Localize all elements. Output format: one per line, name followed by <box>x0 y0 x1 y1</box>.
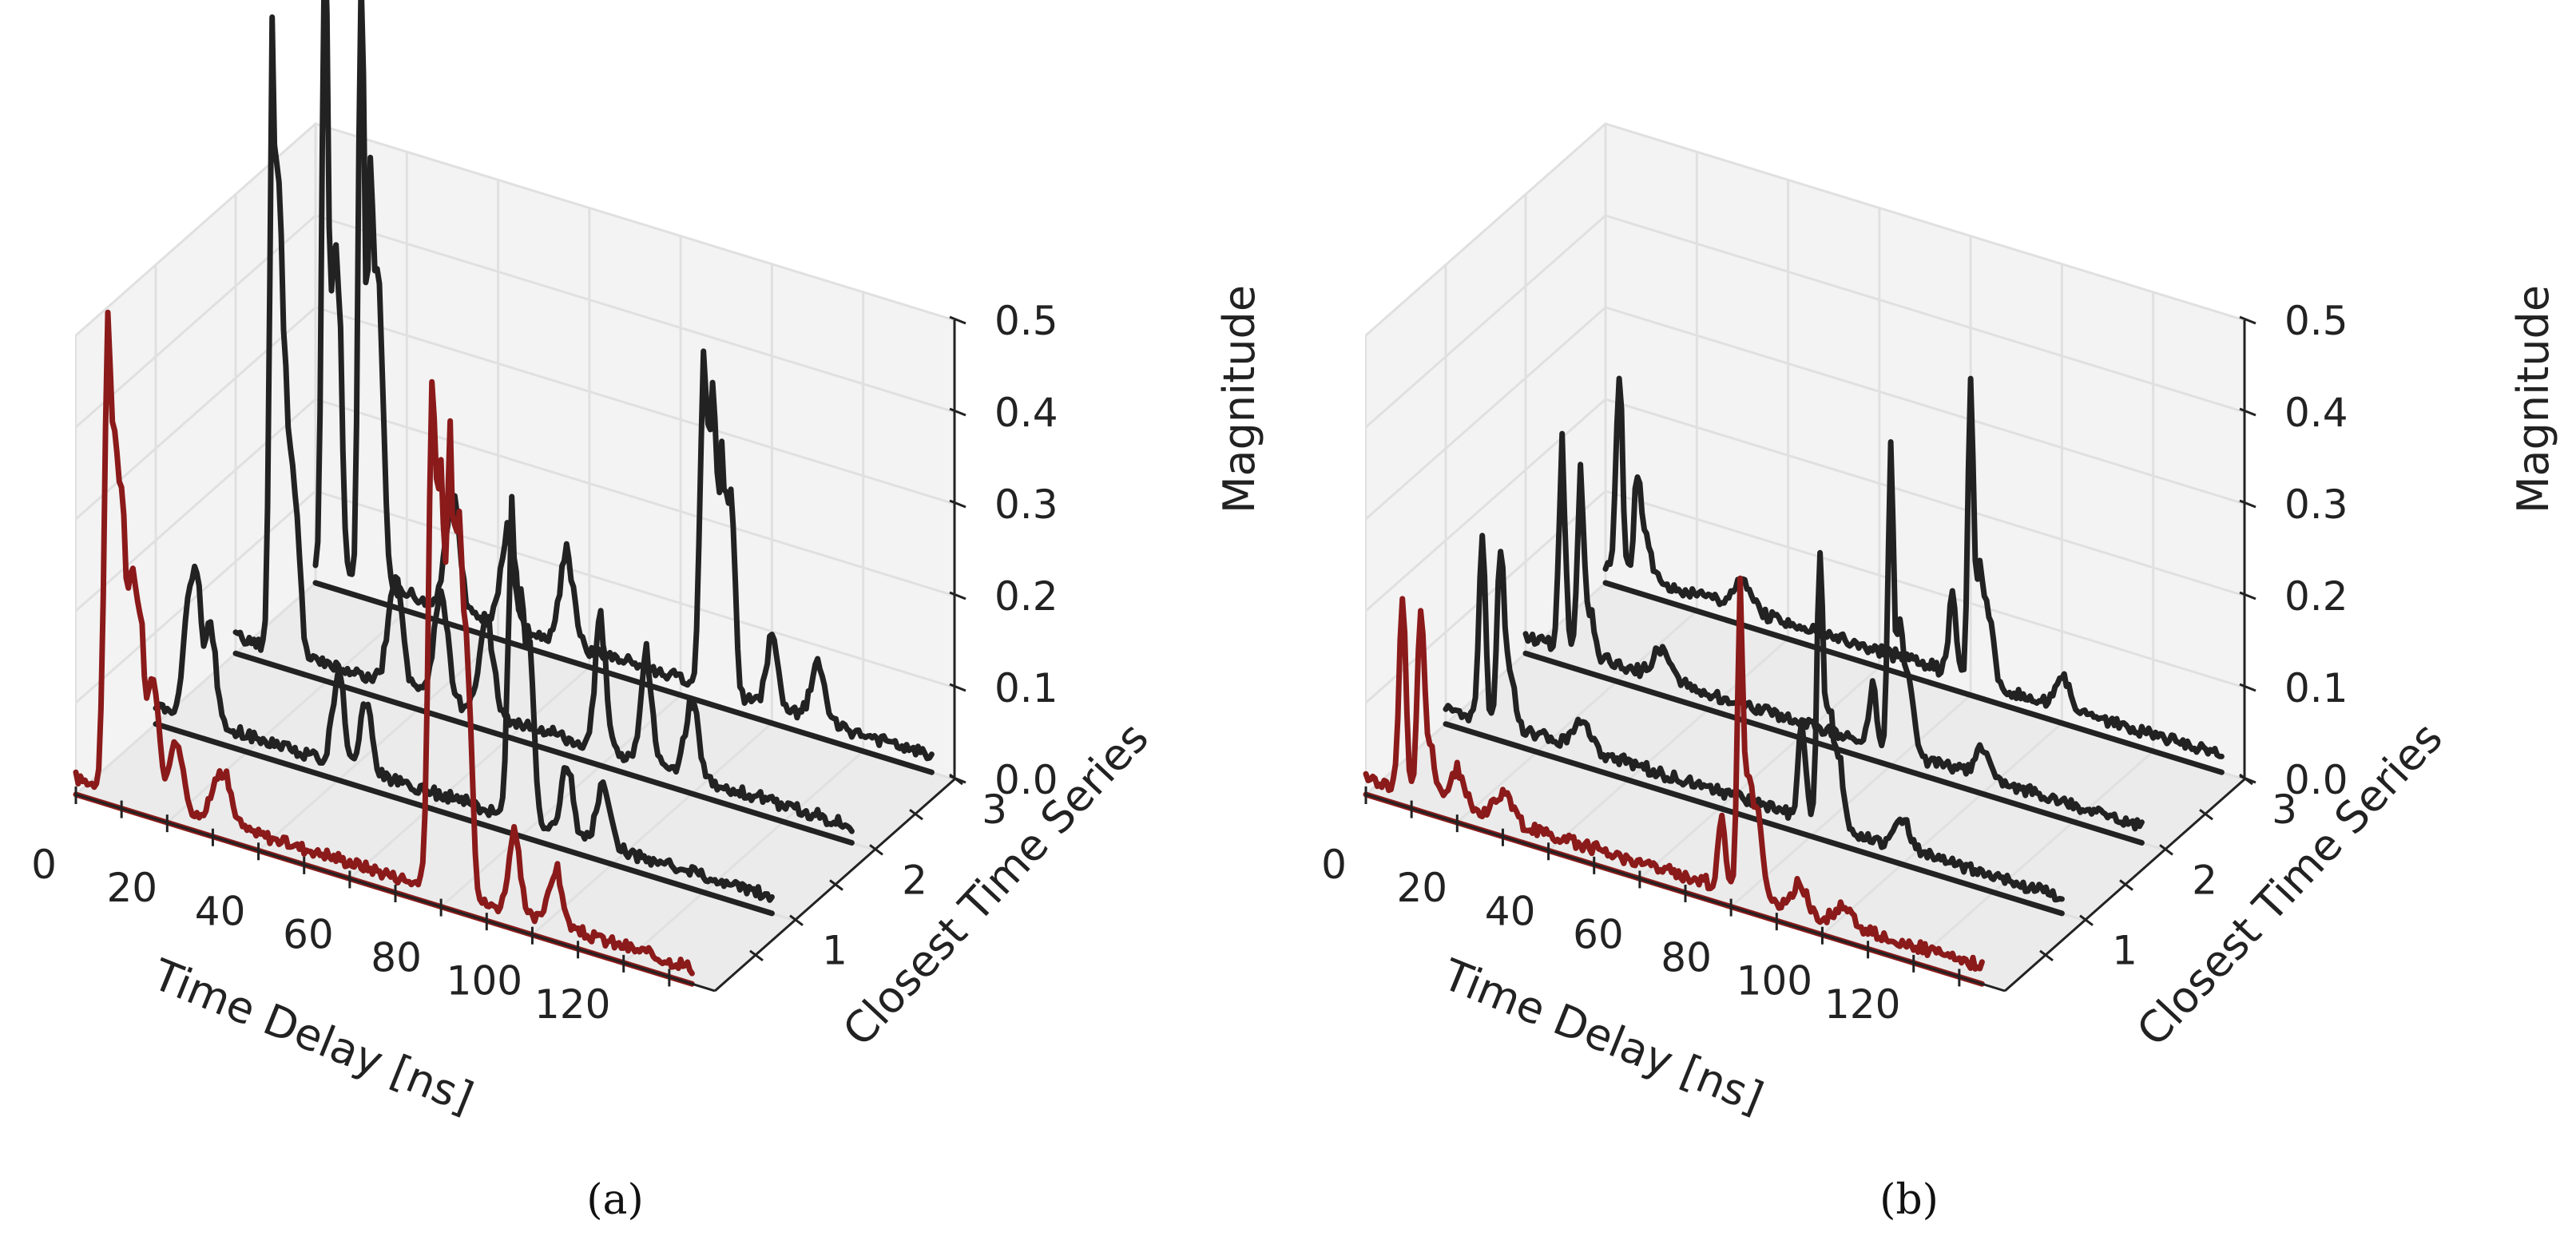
panel-b-z-ticks: 0.0 0.1 0.2 0.3 0.4 0.5 <box>2284 298 2348 803</box>
panel-a: 0 20 40 60 80 100 120 1 2 3 0.0 0.1 0.2 … <box>31 0 1264 1224</box>
panel-b-x-ticks: 0 20 40 60 80 100 120 <box>1321 842 1900 1028</box>
grid-line-z <box>75 489 955 704</box>
grid-line-z <box>1365 489 2245 704</box>
panel-a-y-tick-label: 2 <box>902 857 927 903</box>
series-baseline-closest-3 <box>1602 580 2225 775</box>
panel-b-x-tick-label: 100 <box>1737 958 1812 1004</box>
z-tick-mark <box>949 315 966 325</box>
y-tick-mark <box>2039 949 2054 962</box>
grid-line-z <box>1365 122 2245 337</box>
series-baseline-closest-1 <box>153 721 775 917</box>
z-tick-mark <box>949 775 966 784</box>
panel-b-z-tick-label: 0.0 <box>2284 757 2348 803</box>
panel-a-y-tick-label: 1 <box>822 928 847 974</box>
panel-b-y-tick-label: 1 <box>2112 928 2137 974</box>
z-tick-mark <box>949 407 966 417</box>
panel-a-x-axis-label: Time Delay [ns] <box>145 949 480 1123</box>
series-line-closest-3 <box>1602 375 2225 759</box>
panel-a-y-ticks: 1 2 3 <box>822 787 1007 974</box>
panel-a-z-tick-label: 0.3 <box>994 481 1058 528</box>
panel-a-z-tick-label: 0.1 <box>994 665 1058 711</box>
panel-b-x-tick-label: 0 <box>1321 842 1347 888</box>
y-tick-mark <box>909 808 923 821</box>
grid-line-z <box>1365 214 2245 429</box>
y-tick-mark <box>2119 879 2133 891</box>
z-tick-mark <box>949 683 966 692</box>
series-line-closest-3 <box>312 0 935 762</box>
panel-a-x-ticks: 0 20 40 60 80 100 120 <box>31 842 610 1028</box>
grid-line-z <box>1365 398 2245 612</box>
panel-a-x-tick-label: 120 <box>534 981 610 1028</box>
panel-b-z-axis-label: Magnitude <box>2508 285 2558 513</box>
z-tick-mark <box>2239 407 2256 417</box>
y-tick-mark <box>789 914 804 926</box>
y-tick-mark <box>2199 808 2213 821</box>
z-tick-mark <box>949 591 966 600</box>
panel-b-x-tick-label: 80 <box>1661 935 1712 981</box>
panel-b: 0 20 40 60 80 100 120 1 2 3 0.0 0.1 0.2 … <box>1321 121 2558 1224</box>
panel-a-axes <box>74 315 966 993</box>
series-line-closest-2 <box>232 14 855 834</box>
grid-line-z <box>75 306 955 521</box>
panel-b-z-tick-label: 0.3 <box>2284 481 2348 528</box>
series-line-reference <box>73 309 695 977</box>
panel-a-x-tick-label: 20 <box>106 865 157 911</box>
panel-a-z-tick-label: 0.4 <box>994 390 1058 436</box>
grid-line-z <box>75 398 955 612</box>
panel-b-z-tick-label: 0.5 <box>2284 298 2348 344</box>
panel-b-y-tick-label: 3 <box>2272 787 2297 833</box>
grid-line-z <box>75 214 955 429</box>
panel-a-x-tick-label: 0 <box>31 842 57 888</box>
panel-b-z-tick-label: 0.1 <box>2284 665 2348 711</box>
grid-line-z <box>75 122 955 337</box>
z-tick-mark <box>949 499 966 509</box>
series-baseline-closest-1 <box>1443 721 2065 917</box>
panel-b-x-axis-label: Time Delay [ns] <box>1435 949 1770 1123</box>
panel-b-x-tick-label: 40 <box>1485 888 1536 934</box>
panel-a-z-ticks: 0.0 0.1 0.2 0.3 0.4 0.5 <box>994 298 1058 803</box>
panel-b-x-tick-label: 20 <box>1396 865 1447 911</box>
z-tick-mark <box>2239 499 2256 509</box>
z-tick-mark <box>2239 591 2256 600</box>
panel-a-z-tick-label: 0.0 <box>994 757 1058 803</box>
panel-a-y-tick-label: 3 <box>982 787 1007 833</box>
panel-b-z-tick-label: 0.4 <box>2284 390 2348 436</box>
panel-b-y-tick-label: 2 <box>2192 857 2217 903</box>
panel-b-caption: (b) <box>1879 1176 1939 1224</box>
panel-a-z-tick-label: 0.5 <box>994 298 1058 344</box>
panel-b-x-tick-label: 120 <box>1824 981 1900 1028</box>
y-tick-mark <box>2159 844 2173 856</box>
panel-a-x-tick-label: 100 <box>447 958 522 1004</box>
panel-a-caption: (a) <box>586 1176 644 1224</box>
grid-line-z <box>1365 306 2245 521</box>
z-tick-mark <box>2239 775 2256 784</box>
z-tick-mark <box>2239 683 2256 692</box>
panel-b-y-ticks: 1 2 3 <box>2112 787 2297 974</box>
y-tick-mark <box>749 949 764 962</box>
panel-a-x-tick-label: 80 <box>371 935 422 981</box>
panel-b-axes <box>1364 315 2256 993</box>
y-tick-mark <box>869 844 883 856</box>
panel-a-x-tick-label: 40 <box>195 888 246 934</box>
series-line-reference <box>1363 575 1985 972</box>
panel-a-z-tick-label: 0.2 <box>994 573 1058 620</box>
z-tick-mark <box>2239 315 2256 325</box>
panel-a-x-tick-label: 60 <box>283 911 334 957</box>
series-line-closest-1 <box>153 493 775 903</box>
panel-a-z-axis-label: Magnitude <box>1214 285 1264 513</box>
y-tick-mark <box>2079 914 2094 926</box>
y-tick-mark <box>829 879 843 891</box>
panel-b-z-tick-label: 0.2 <box>2284 573 2348 620</box>
panel-b-x-tick-label: 60 <box>1573 911 1624 957</box>
series-baseline-closest-3 <box>312 580 935 775</box>
